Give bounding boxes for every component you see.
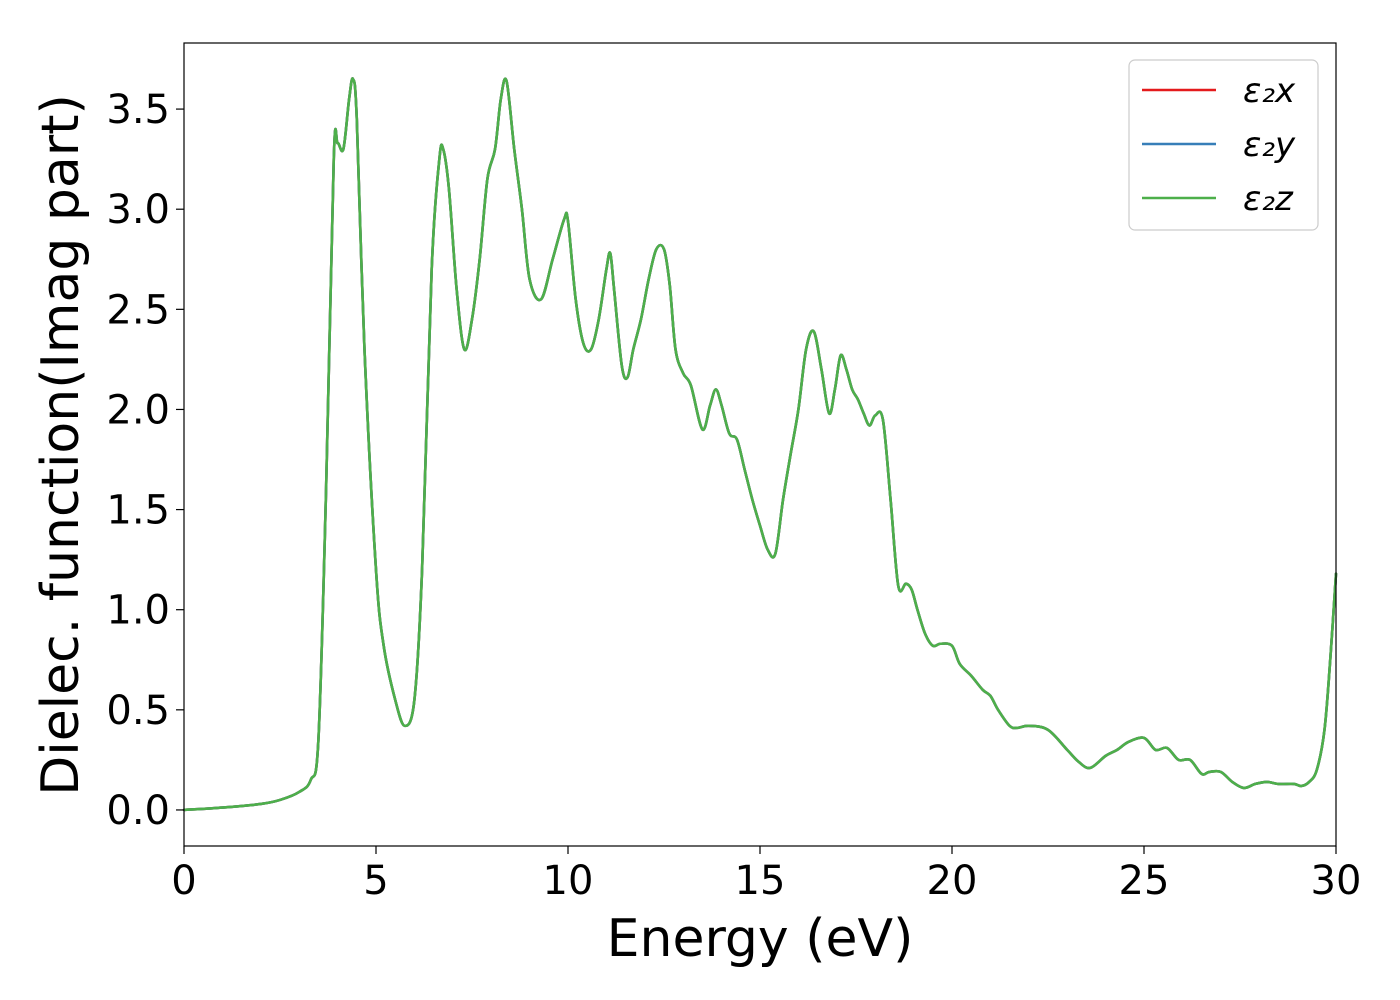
x-tick-label: 10 <box>543 858 594 904</box>
y-tick-label: 0.5 <box>106 688 170 734</box>
x-axis-label: Energy (eV) <box>607 909 914 969</box>
legend-items: ε₂x ε₂y ε₂z <box>1142 71 1296 219</box>
y-tick-label: 2.5 <box>106 287 170 333</box>
series-line-3 <box>182 77 1338 812</box>
x-tick-label: 30 <box>1311 858 1362 904</box>
x-tick-label: 15 <box>735 858 786 904</box>
y-tick-label: 3.0 <box>106 187 170 233</box>
x-tick-label: 25 <box>1119 858 1170 904</box>
y-tick-label: 1.5 <box>106 488 170 534</box>
y-tick-label: 3.5 <box>106 87 170 133</box>
legend-label: ε₂x <box>1243 71 1296 111</box>
plot-lines <box>182 77 1338 812</box>
y-tick-label: 0.0 <box>106 788 170 834</box>
x-tick-label: 5 <box>363 858 388 904</box>
y-axis-label: Dielec. function(Imag part) <box>31 94 91 796</box>
legend: ε₂x ε₂y ε₂z <box>1128 59 1319 231</box>
x-tick-label: 0 <box>171 858 196 904</box>
x-tick-label: 20 <box>927 858 978 904</box>
x-axis-ticks: 0 5 10 15 20 25 30 <box>171 846 1361 904</box>
y-tick-label: 1.0 <box>106 588 170 634</box>
y-axis-ticks: 0.0 0.5 1.0 1.5 2.0 2.5 3.0 3.5 <box>106 87 184 834</box>
legend-frame <box>1128 59 1319 231</box>
y-tick-label: 2.0 <box>106 387 170 433</box>
legend-label: ε₂z <box>1243 179 1294 219</box>
legend-label: ε₂y <box>1243 125 1296 165</box>
